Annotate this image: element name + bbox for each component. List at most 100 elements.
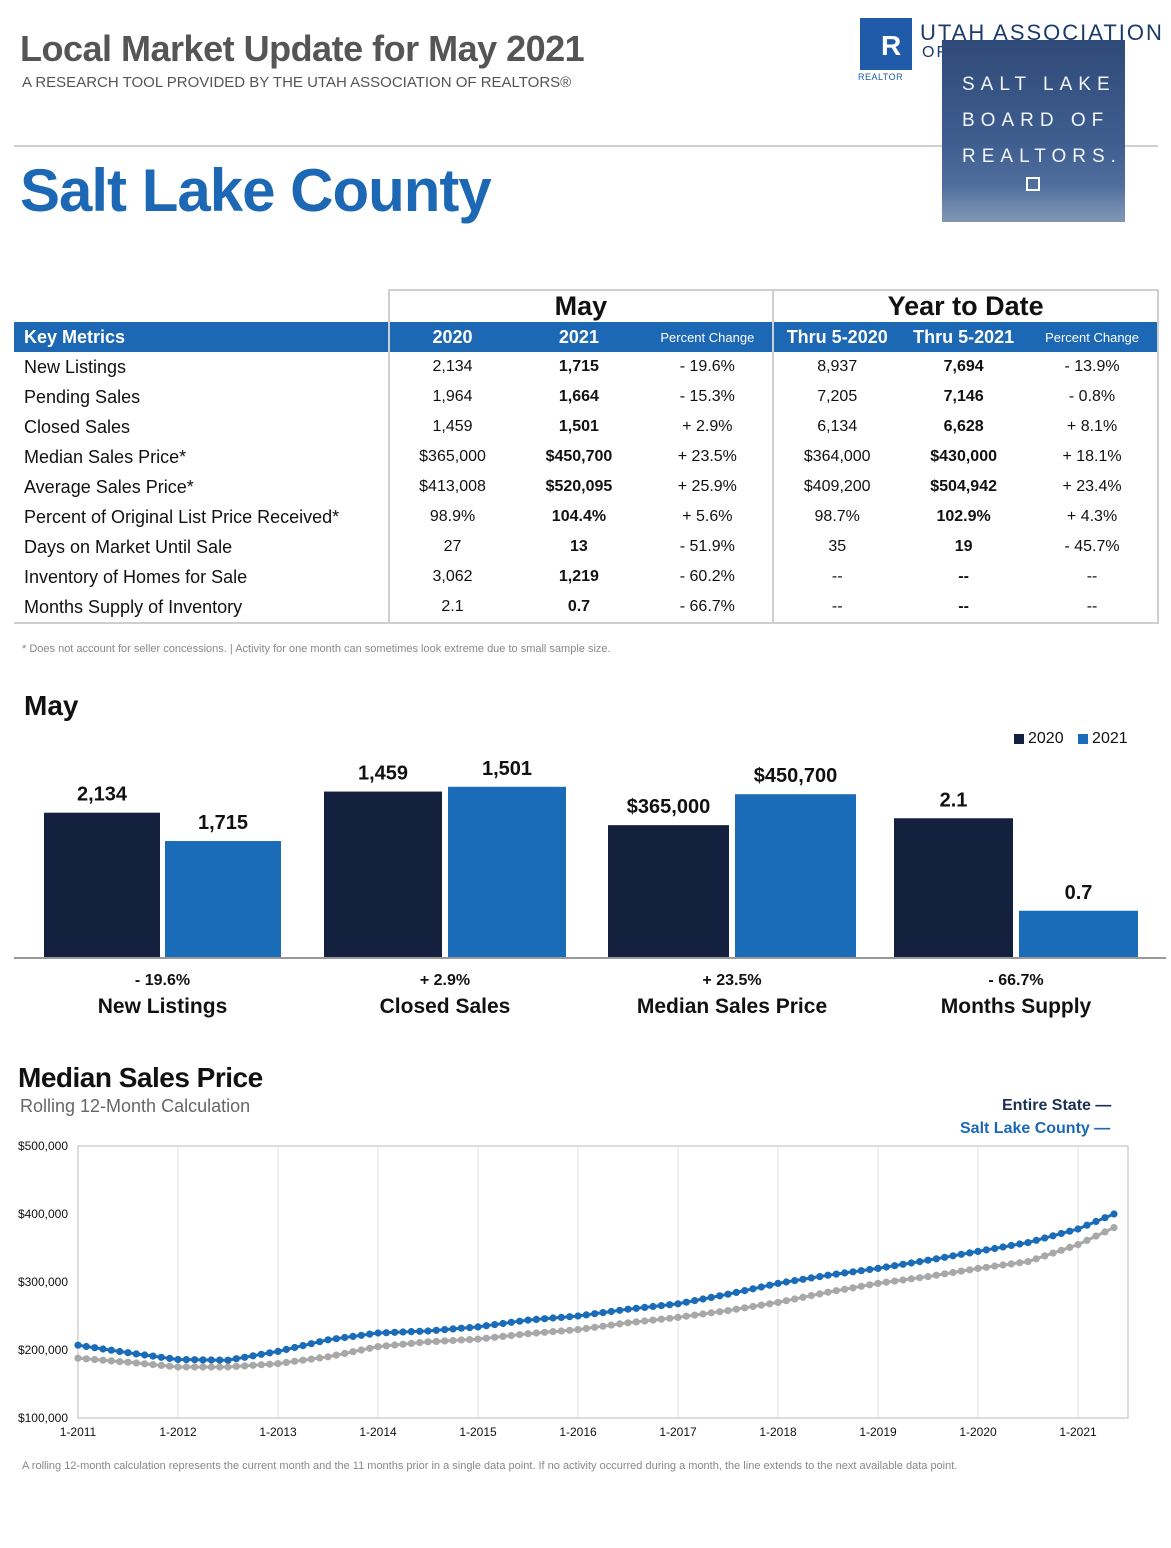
x-tick-label: 1-2017 bbox=[659, 1425, 697, 1439]
ytd-percent-change: + 4.3% bbox=[1027, 502, 1159, 532]
series-point bbox=[1049, 1249, 1057, 1257]
table-row: Months Supply of Inventory 2.1 0.7- 66.7% -… bbox=[14, 592, 1159, 624]
series-point bbox=[191, 1363, 199, 1371]
table-footnote: * Does not account for seller concession… bbox=[22, 643, 611, 655]
series-point bbox=[74, 1341, 82, 1349]
bar-2020 bbox=[44, 812, 160, 957]
uar-of: OF bbox=[922, 44, 949, 61]
series-point bbox=[891, 1262, 899, 1270]
bar-2021 bbox=[448, 786, 566, 957]
bar-legend: 2020 2021 bbox=[1014, 730, 1128, 748]
series-point bbox=[141, 1360, 149, 1368]
bar-group-label: Months Supply bbox=[941, 995, 1092, 1018]
series-point bbox=[624, 1305, 632, 1313]
series-point bbox=[1041, 1234, 1049, 1242]
series-point bbox=[316, 1338, 324, 1346]
series-point bbox=[274, 1360, 282, 1368]
series-point bbox=[999, 1243, 1007, 1251]
series-point bbox=[241, 1353, 249, 1361]
legend-2021: 2021 bbox=[1092, 730, 1128, 747]
x-tick-label: 1-2015 bbox=[459, 1425, 497, 1439]
series-point bbox=[607, 1307, 615, 1316]
group-ytd: Year to Date bbox=[773, 289, 1159, 322]
series-point bbox=[82, 1342, 90, 1351]
series-point bbox=[857, 1267, 865, 1275]
col-2020: 2020 bbox=[387, 322, 516, 352]
series-point bbox=[1092, 1217, 1100, 1226]
series-point bbox=[899, 1260, 907, 1268]
series-point bbox=[374, 1329, 382, 1337]
ytd-percent-change: -- bbox=[1027, 592, 1159, 624]
series-point bbox=[832, 1270, 840, 1278]
series-point bbox=[599, 1322, 607, 1330]
series-point bbox=[582, 1324, 590, 1333]
x-tick-label: 1-2018 bbox=[759, 1425, 797, 1439]
series-point bbox=[499, 1332, 507, 1340]
series-point bbox=[674, 1300, 682, 1308]
bar-2020 bbox=[324, 791, 442, 957]
series-point bbox=[174, 1355, 182, 1364]
y-tick-label: $500,000 bbox=[18, 1139, 68, 1153]
realtor-r-icon bbox=[1026, 177, 1040, 191]
series-point bbox=[274, 1347, 282, 1355]
series-point bbox=[941, 1270, 949, 1278]
series-point bbox=[791, 1277, 799, 1285]
series-point bbox=[516, 1317, 524, 1325]
series-point bbox=[957, 1267, 965, 1275]
series-point bbox=[657, 1315, 665, 1323]
series-point bbox=[907, 1275, 915, 1283]
series-point bbox=[532, 1329, 540, 1337]
series-point bbox=[557, 1313, 565, 1321]
table-row: Average Sales Price* $413,008 $520,095 + 25… bbox=[14, 472, 1159, 502]
series-point bbox=[641, 1317, 649, 1325]
metric-label: Percent of Original List Price Received* bbox=[24, 506, 340, 527]
y-tick-label: $100,000 bbox=[18, 1411, 68, 1425]
series-point bbox=[757, 1301, 765, 1309]
may-2021-value: $520,095 bbox=[545, 478, 613, 495]
series-point bbox=[549, 1328, 557, 1336]
series-point bbox=[599, 1309, 607, 1317]
series-point bbox=[407, 1328, 415, 1336]
series-point bbox=[691, 1311, 699, 1319]
series-point bbox=[591, 1310, 599, 1318]
series-point bbox=[707, 1309, 715, 1317]
series-point bbox=[807, 1274, 815, 1282]
series-point bbox=[591, 1323, 599, 1331]
series-point bbox=[241, 1362, 249, 1370]
series-point bbox=[341, 1349, 349, 1357]
bar-2021 bbox=[735, 794, 856, 957]
series-point bbox=[907, 1259, 915, 1267]
ytd-2021-value: $504,942 bbox=[930, 478, 997, 495]
series-point bbox=[616, 1320, 624, 1328]
ytd-2020-value: 6,134 bbox=[772, 412, 901, 442]
ytd-2021-value: -- bbox=[900, 592, 1028, 624]
series-point bbox=[491, 1321, 499, 1329]
series-point bbox=[207, 1363, 215, 1371]
series-point bbox=[266, 1360, 274, 1368]
bar-group-change: + 23.5% bbox=[702, 972, 761, 989]
series-point bbox=[716, 1292, 724, 1300]
series-point bbox=[441, 1337, 449, 1345]
series-point bbox=[641, 1303, 649, 1311]
bar-group-change: - 66.7% bbox=[988, 972, 1043, 989]
key-metrics-table: May Year to Date Key Metrics 2020 2021 P… bbox=[14, 289, 1159, 624]
series-point bbox=[232, 1362, 240, 1370]
series-point bbox=[924, 1256, 932, 1264]
series-point bbox=[824, 1271, 832, 1279]
series-point bbox=[566, 1313, 574, 1321]
series-point bbox=[1092, 1232, 1100, 1240]
series-point bbox=[107, 1346, 115, 1354]
metric-label: Closed Sales bbox=[24, 416, 131, 437]
x-tick-label: 1-2012 bbox=[159, 1425, 197, 1439]
series-point bbox=[391, 1328, 399, 1336]
series-point bbox=[216, 1363, 224, 1371]
metric-label: Pending Sales bbox=[24, 386, 141, 407]
series-point bbox=[366, 1344, 374, 1352]
may-percent-change: + 5.6% bbox=[682, 508, 733, 525]
series-point bbox=[216, 1356, 224, 1364]
series-point bbox=[149, 1352, 157, 1360]
series-point bbox=[466, 1336, 474, 1344]
series-point bbox=[932, 1255, 940, 1263]
series-point bbox=[1007, 1241, 1015, 1250]
series-point bbox=[724, 1290, 732, 1298]
